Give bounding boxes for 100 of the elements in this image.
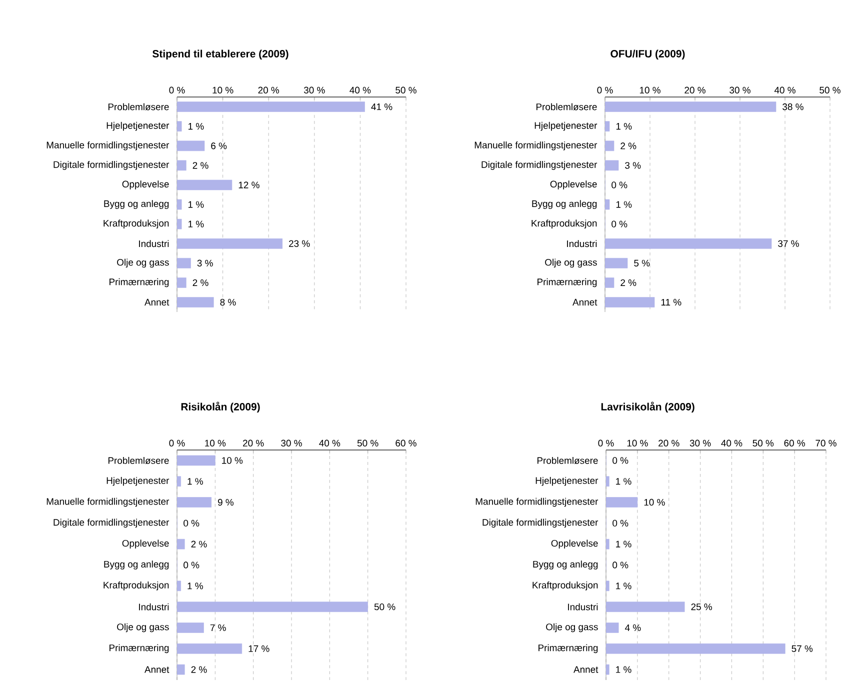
y-tick-label: Kraftproduksjon: [532, 220, 597, 228]
x-tick-label: 20 %: [658, 440, 680, 446]
x-tick-label: 0 %: [169, 440, 185, 446]
x-tick-label: 10 %: [640, 86, 660, 94]
chart-title: Risikolån (2009): [181, 402, 260, 413]
x-tick-label: 60 %: [396, 440, 416, 446]
data-label: 0 %: [612, 457, 628, 464]
data-label: 1 %: [188, 582, 203, 590]
bar: [605, 160, 619, 171]
data-label: 2 %: [192, 279, 208, 286]
x-tick-label: 10 %: [212, 86, 234, 94]
y-tick-label: Manuelle formidlingstjenester: [476, 498, 598, 507]
data-label: 1 %: [188, 123, 204, 130]
x-tick-label: 50 %: [820, 86, 840, 94]
y-tick-label: Opplevelse: [122, 540, 169, 549]
x-tick-label: 40 %: [721, 440, 742, 446]
data-label: 2 %: [192, 162, 208, 169]
y-tick-label: Opplevelse: [550, 180, 597, 190]
y-tick-label: Industri: [568, 603, 598, 610]
y-tick-label: Hjelpetjenester: [536, 476, 598, 486]
y-tick-label: Annet: [574, 666, 598, 673]
y-tick-label: Primærnæring: [538, 278, 597, 288]
data-label: 25 %: [691, 603, 712, 610]
y-tick-label: Digitale formidlingstjenester: [54, 518, 170, 528]
bar: [606, 538, 610, 550]
x-tick-label: 20 %: [684, 86, 706, 94]
data-label: 2 %: [191, 540, 207, 548]
data-label: 1 %: [188, 478, 203, 485]
data-label: 2 %: [620, 279, 636, 286]
x-tick-label: 40 %: [774, 86, 796, 94]
data-label: 1 %: [616, 666, 632, 673]
data-label: 10 %: [644, 498, 665, 506]
y-tick-label: Hjelpetjenester: [534, 122, 598, 131]
data-label: 38 %: [782, 103, 804, 110]
x-tick-label: 40 %: [350, 86, 371, 94]
y-tick-label: Digitale formidlingstjenester: [54, 161, 170, 170]
y-tick-label: Digitale formidlingstjenester: [482, 518, 598, 528]
y-tick-label: Industri: [567, 240, 597, 248]
x-tick-label: 50 %: [357, 440, 378, 446]
y-tick-label: Industri: [139, 240, 169, 248]
data-label: 1 %: [616, 582, 632, 590]
bar: [606, 580, 610, 592]
y-tick-label: Problemløsere: [108, 103, 169, 110]
bar: [605, 140, 614, 152]
data-label: 7 %: [210, 624, 226, 632]
x-tick-label: 70 %: [816, 440, 836, 446]
data-label: 5 %: [634, 260, 650, 266]
bar: [605, 238, 772, 249]
x-tick-label: 50 %: [752, 440, 774, 446]
bar: [605, 199, 610, 210]
data-label: 23 %: [289, 240, 310, 247]
data-label: 6 %: [211, 142, 227, 150]
y-tick-label: Bygg og anlegg: [104, 200, 169, 209]
data-label: 50 %: [374, 603, 396, 610]
data-label: 3 %: [197, 260, 213, 266]
data-label: 41 %: [371, 103, 392, 110]
x-tick-label: 10 %: [205, 440, 226, 446]
data-label: 1 %: [616, 478, 632, 485]
x-tick-label: 0 %: [598, 440, 614, 446]
x-tick-label: 50 %: [396, 86, 416, 94]
data-label: 2 %: [191, 666, 207, 673]
y-tick-label: Kraftproduksjon: [104, 220, 169, 228]
chart-title: Stipend til etablerere (2009): [152, 50, 288, 60]
y-tick-label: Opplevelse: [551, 540, 598, 549]
bar: [606, 476, 610, 487]
x-tick-label: 20 %: [243, 440, 264, 446]
y-tick-label: Olje og gass: [546, 623, 598, 632]
data-label: 17 %: [248, 645, 270, 652]
bar: [606, 622, 619, 633]
chart-title: OFU/IFU (2009): [610, 50, 685, 60]
y-tick-label: Bygg og anlegg: [533, 560, 598, 570]
y-tick-label: Olje og gass: [117, 258, 169, 268]
y-tick-label: Problemløsere: [108, 456, 169, 464]
data-label: 37 %: [778, 240, 799, 247]
y-tick-label: Primærnæring: [110, 278, 169, 288]
data-label: 0 %: [612, 220, 628, 228]
x-tick-label: 30 %: [730, 86, 750, 94]
data-label: 3 %: [625, 162, 641, 169]
y-tick-label: Kraftproduksjon: [532, 582, 598, 590]
y-tick-label: Manuelle formidlingstjenester: [474, 141, 598, 150]
data-label: 57 %: [792, 645, 813, 652]
y-tick-label: Digitale formidlingstjenester: [482, 161, 598, 170]
data-label: 1 %: [616, 540, 632, 548]
data-label: 4 %: [624, 624, 641, 632]
chart-title: Lavrisikolån (2009): [601, 402, 694, 413]
data-label: 10 %: [222, 457, 243, 464]
data-label: 1 %: [188, 220, 204, 228]
y-tick-label: Kraftproduksjon: [104, 582, 169, 590]
y-tick-label: Olje og gass: [117, 623, 169, 632]
data-label: 12 %: [238, 182, 260, 188]
bar: [605, 121, 610, 132]
y-tick-label: Bygg og anlegg: [104, 560, 169, 570]
x-tick-label: 10 %: [627, 440, 648, 446]
y-tick-label: Hjelpetjenester: [106, 476, 170, 486]
data-label: 1 %: [616, 123, 632, 130]
bar: [605, 278, 614, 288]
y-tick-label: Primærnæring: [538, 644, 598, 654]
y-tick-label: Industri: [139, 603, 169, 610]
data-label: 11 %: [661, 298, 682, 306]
x-tick-label: 30 %: [281, 440, 302, 446]
